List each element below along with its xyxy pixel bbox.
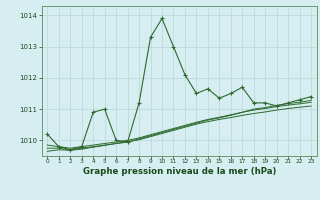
X-axis label: Graphe pression niveau de la mer (hPa): Graphe pression niveau de la mer (hPa) (83, 167, 276, 176)
